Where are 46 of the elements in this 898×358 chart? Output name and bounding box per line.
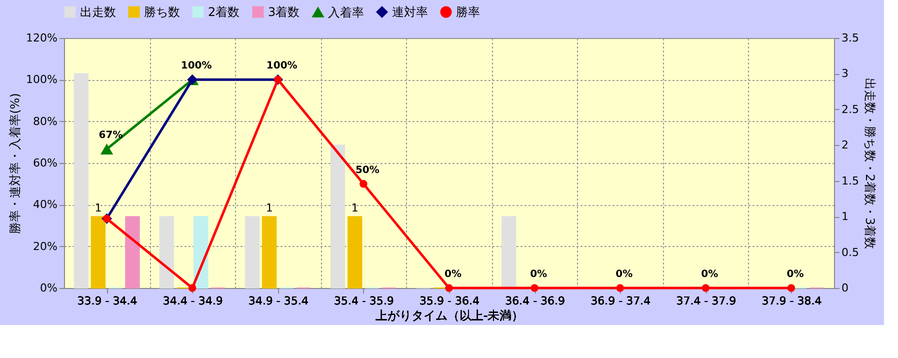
legend-label: 出走数 <box>80 5 116 19</box>
y-tick-label: 80% <box>33 114 58 128</box>
data-label: 0% <box>786 269 804 280</box>
x-tick-label: 34.9 - 35.4 <box>248 294 308 308</box>
x-tick-label: 37.4 - 37.9 <box>676 294 736 308</box>
x-axis-title: 上がりタイム（以上-未満） <box>375 308 524 322</box>
data-label: 0% <box>530 269 548 280</box>
y-tick-label: 120% <box>26 32 58 44</box>
legend-label: 勝率 <box>456 5 480 19</box>
x-tick-label: 37.9 - 38.4 <box>762 294 822 308</box>
y-tick-label: 0% <box>40 282 58 294</box>
legend-label: 連対率 <box>392 5 428 19</box>
y-tick-label: 60% <box>33 156 58 170</box>
x-tick-label: 36.9 - 37.4 <box>590 294 651 308</box>
y2-axis-title: 出走数・勝ち数・2着数・3着数 <box>862 78 877 250</box>
data-label: 1 <box>351 202 358 215</box>
data-label: 1 <box>266 202 273 215</box>
y2-tick-label: 0 <box>842 282 848 294</box>
y2-tick-label: 1.5 <box>842 174 859 188</box>
y2-tick-label: 3 <box>842 67 848 80</box>
legend-label: 入着率 <box>328 5 364 20</box>
data-label: 67% <box>98 130 123 142</box>
data-label: 100% <box>180 60 212 72</box>
data-label: 1 <box>94 202 102 215</box>
y2-tick-label: 3.5 <box>842 32 859 44</box>
y2-tick-label: 0.5 <box>842 246 859 259</box>
y2-tick-label: 1 <box>842 210 848 224</box>
x-tick-label: 35.9 - 36.4 <box>420 294 480 308</box>
data-label: 50% <box>355 164 380 176</box>
x-tick-label: 34.4 - 34.9 <box>162 294 223 308</box>
data-label: 0% <box>444 269 462 280</box>
x-tick-label: 36.4 - 36.9 <box>505 294 566 308</box>
data-label: 100% <box>266 60 298 72</box>
legend-label: 3着数 <box>268 5 300 19</box>
y-tick-label: 20% <box>33 240 58 253</box>
data-label: 0% <box>616 269 633 280</box>
y2-tick-label: 2.5 <box>842 102 859 116</box>
y-tick-label: 100% <box>26 73 58 86</box>
y2-tick-label: 2 <box>842 138 848 152</box>
x-tick-label: 33.9 - 34.4 <box>77 294 138 308</box>
y-axis-title: 勝率・連対率・入着率(%) <box>8 93 22 234</box>
data-label: 0% <box>701 269 718 280</box>
legend-label: 勝ち数 <box>144 5 180 19</box>
x-tick-label: 35.4 - 35.9 <box>334 294 394 308</box>
y-tick-label: 40% <box>33 198 58 212</box>
legend-label: 2着数 <box>208 5 240 19</box>
